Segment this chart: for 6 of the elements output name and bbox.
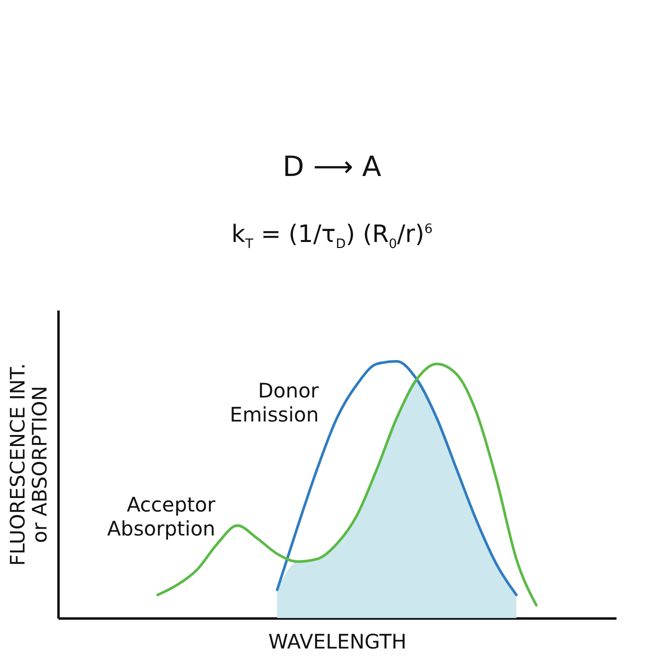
- text: k$_{T}$ = (1/τ$_{D}$) (R$_{0}$/r)$^{6}$: [230, 220, 434, 252]
- series-label: Donor Emission: [230, 378, 320, 426]
- series-label: Acceptor Absorption: [107, 492, 216, 541]
- y-axis-title: FLUORESCENCE INT. or ABSORPTION: [6, 363, 52, 566]
- text: D ⟶ A: [282, 150, 382, 183]
- x-axis-title: WAVELENGTH: [268, 630, 407, 654]
